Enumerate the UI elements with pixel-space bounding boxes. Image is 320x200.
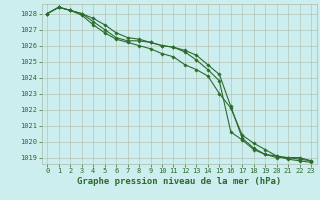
X-axis label: Graphe pression niveau de la mer (hPa): Graphe pression niveau de la mer (hPa) xyxy=(77,177,281,186)
